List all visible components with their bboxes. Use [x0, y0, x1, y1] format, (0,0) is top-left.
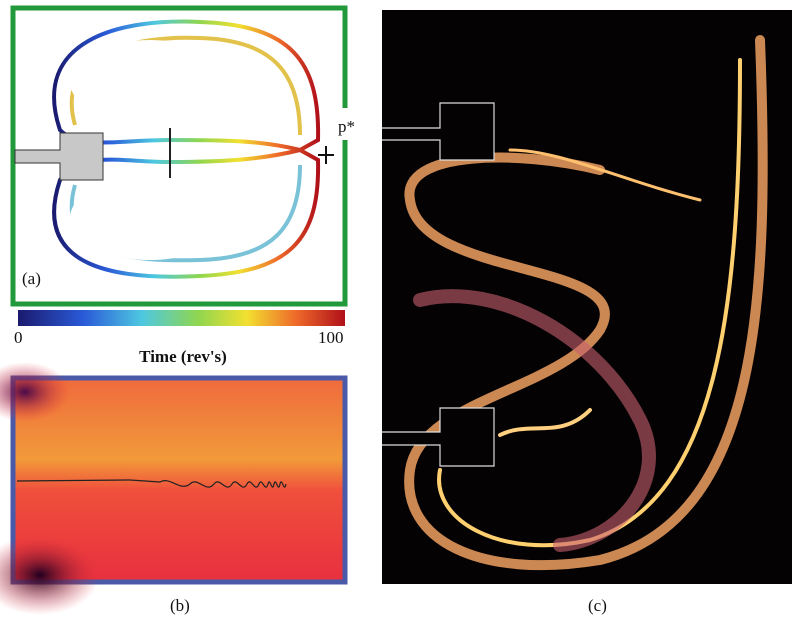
colorbar-strip — [18, 310, 345, 326]
lobe-core — [70, 176, 230, 260]
colorbar: 0 100 Time (rev's) — [14, 310, 345, 366]
panel-label: (c) — [588, 596, 607, 615]
panel-c: (c) — [382, 10, 792, 615]
annotation: p* — [338, 117, 355, 136]
colorbar-max: 100 — [318, 328, 344, 347]
panel-label: (a) — [22, 269, 41, 288]
figure: p* (a) 0 100 Time (rev's) (b) (c) — [0, 0, 800, 621]
colorbar-min: 0 — [14, 328, 23, 347]
colorbar-title: Time (rev's) — [139, 347, 227, 366]
panel-a: p* (a) — [13, 8, 375, 304]
panel-b: (b) — [0, 362, 345, 615]
lobe-core — [70, 40, 230, 124]
panel-label: (b) — [170, 596, 190, 615]
